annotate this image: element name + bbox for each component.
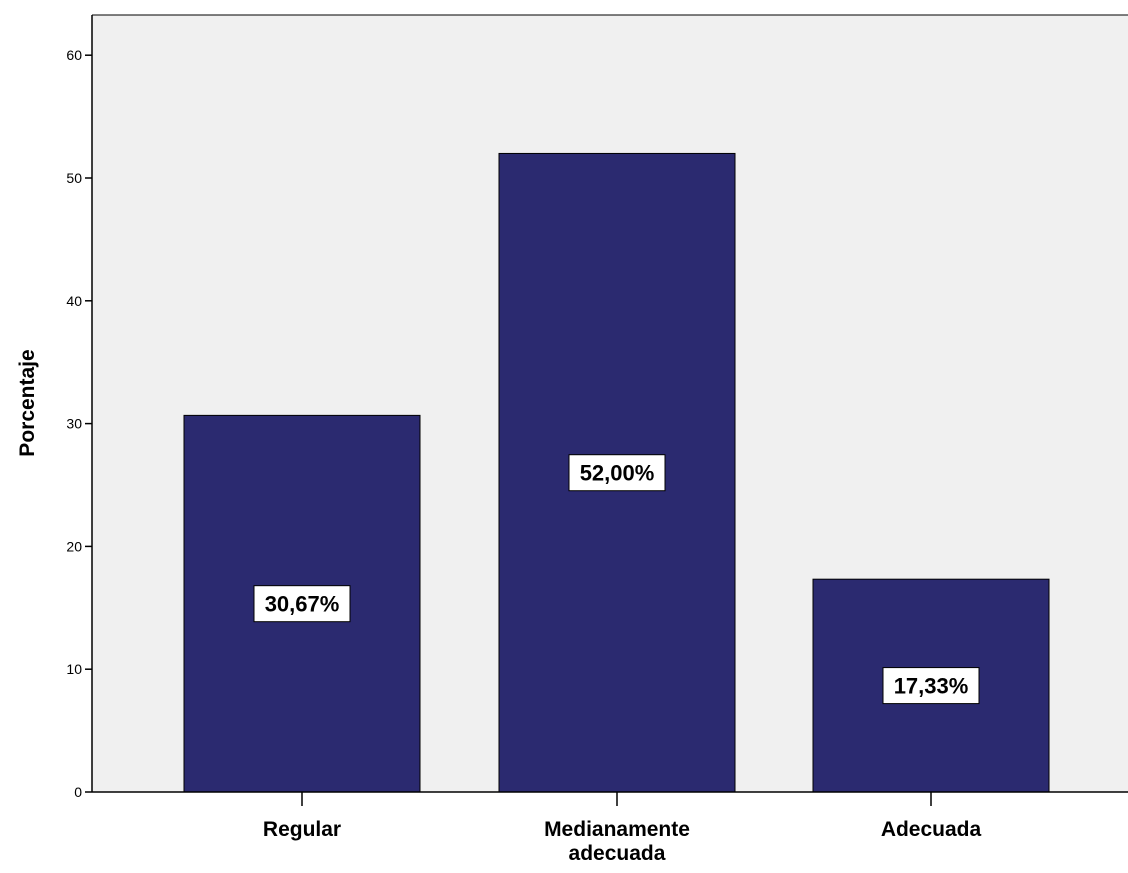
x-tick-label: adecuada (569, 842, 666, 865)
y-tick-label: 30 (66, 416, 82, 432)
data-label: 17,33% (894, 674, 969, 699)
x-tick-label: Adecuada (881, 818, 982, 841)
y-axis-title: Porcentaje (16, 349, 39, 456)
data-label: 52,00% (580, 461, 655, 486)
data-labels: 30,67% 52,00% 17,33% (253, 454, 980, 705)
x-tick-label: Medianamente (544, 818, 690, 841)
data-label-box (568, 454, 666, 492)
y-tick-label: 0 (74, 784, 82, 800)
y-tick-label: 60 (66, 47, 82, 63)
x-tick-label: Regular (263, 818, 341, 841)
y-tick-label: 40 (66, 293, 82, 309)
y-tick-label: 10 (66, 661, 82, 677)
data-label: 30,67% (265, 592, 340, 617)
data-label-box (882, 667, 980, 705)
y-tick-label: 50 (66, 170, 82, 186)
y-axis-ticks: 0 10 20 30 40 50 60 (66, 47, 92, 800)
data-label-box (253, 585, 351, 623)
y-tick-label: 20 (66, 538, 82, 554)
